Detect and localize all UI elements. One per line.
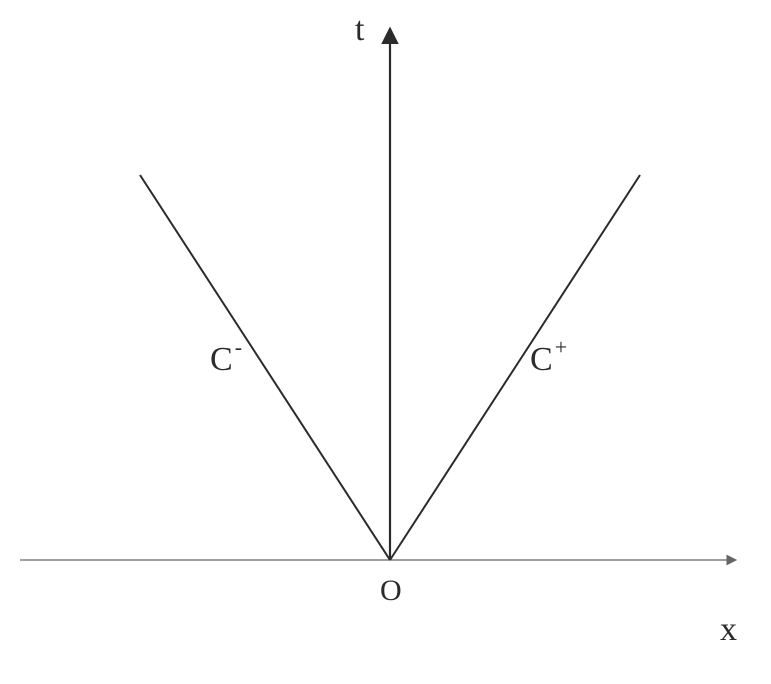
t-axis-label: t [355, 11, 365, 48]
c-minus-label-c: C [210, 341, 233, 378]
characteristic-diagram: t x O C+ C- [0, 0, 771, 684]
c-minus-label-sup: - [235, 335, 242, 360]
origin-label: O [380, 574, 402, 607]
c-plus-label-c: C [530, 341, 553, 378]
c-minus-line [140, 175, 390, 560]
c-minus-label: C- [210, 335, 242, 378]
c-plus-label: C+ [530, 335, 567, 378]
x-axis-label: x [720, 611, 737, 648]
c-plus-line [390, 175, 640, 560]
c-plus-label-sup: + [555, 335, 567, 360]
